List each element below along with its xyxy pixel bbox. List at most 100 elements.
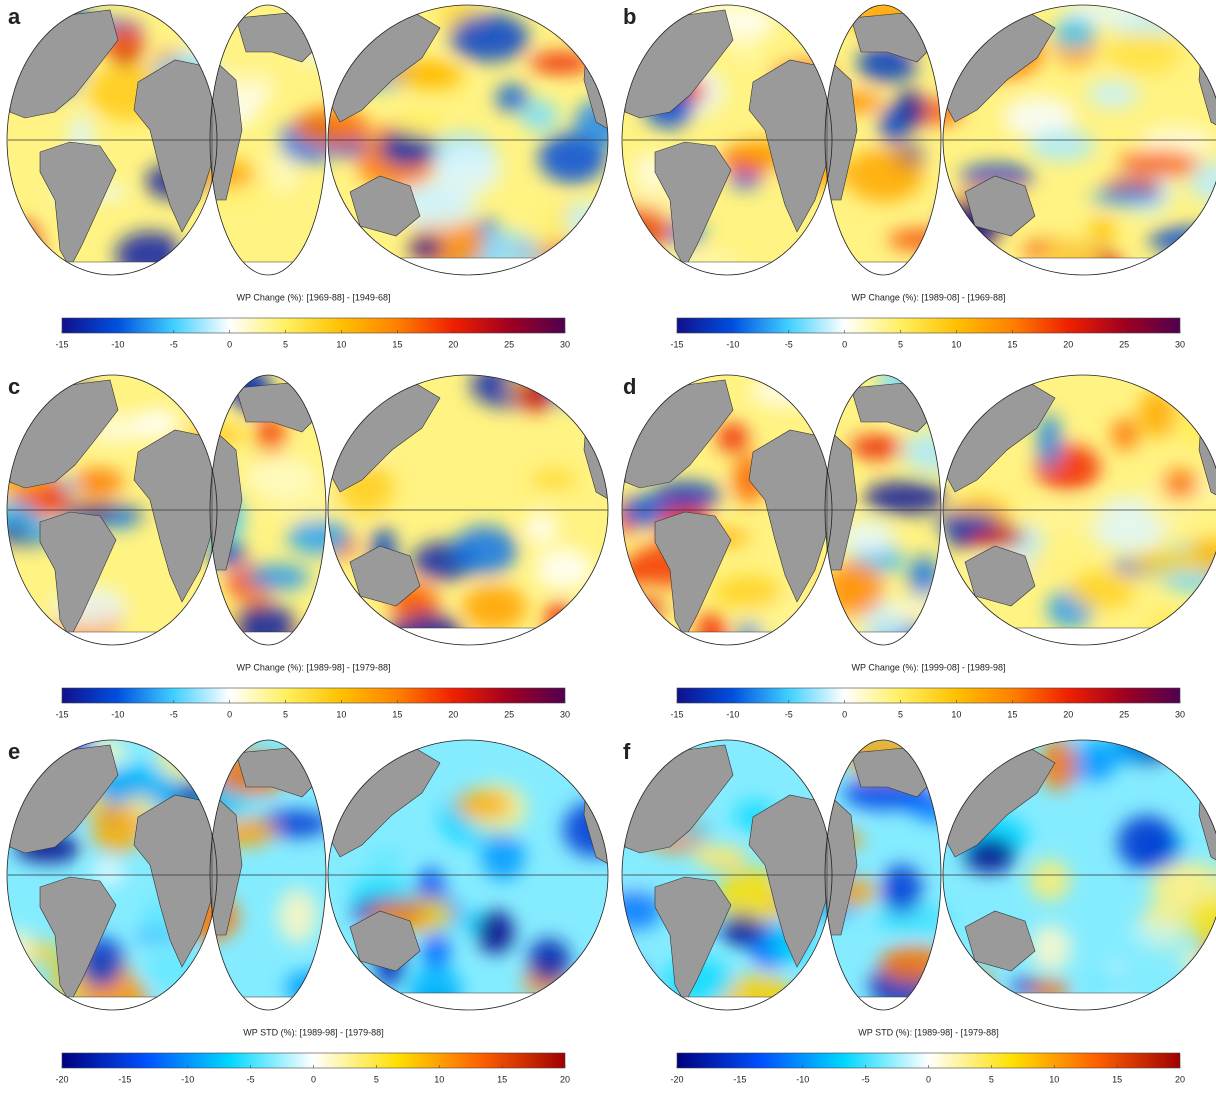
land [239,631,301,645]
field-patch [570,246,608,275]
land [854,996,916,1010]
field-patch [1028,859,1071,902]
colorbar-tick-label: 15 [1112,1074,1122,1084]
colorbar-tick-label: 20 [448,709,458,719]
colorbar-tick-label: -15 [733,1074,746,1084]
colorbar-title: WP STD (%): [1989-98] - [1979-88] [243,1027,383,1037]
colorbar-tick-label: -10 [796,1074,809,1084]
colorbar-tick-label: -10 [726,339,739,349]
panel-label: d [623,374,636,399]
colorbar-tick-label: -10 [111,339,124,349]
panel: e WP STD (%): [1989-98] - [1979-88] -20 -15… [6,739,609,1084]
field-patch [481,833,525,881]
field-patch [1106,32,1181,75]
land [39,511,117,639]
field-patch [520,99,559,132]
field-patch [454,790,512,819]
field-patch [92,859,125,886]
colorbar-tick-label: 5 [283,339,288,349]
field-patch [449,13,529,62]
field-patch [729,170,761,189]
field-patch [1003,96,1076,139]
colorbar-tick-label: 15 [392,339,402,349]
colorbar-tick-label: 25 [1119,339,1129,349]
land [59,261,171,275]
colorbar-tick-label: 0 [926,1074,931,1084]
colorbar-tick-label: 0 [842,709,847,719]
field-patch [1207,626,1216,645]
field-patch [422,930,451,975]
land [239,261,301,275]
field-patch [691,845,748,868]
land [654,141,732,269]
colorbar-title: WP STD (%): [1989-98] - [1979-88] [858,1027,998,1037]
field-patch [1037,413,1062,469]
land [239,996,301,1010]
field-patch [527,206,572,250]
colorbar-tick-label: 5 [898,339,903,349]
colorbar-tick-label: 25 [504,709,514,719]
land [674,996,786,1010]
field-patch [1029,924,1072,971]
panel-label: f [623,739,631,764]
field-patch [1024,502,1108,529]
colorbar-tick-label: -5 [862,1074,870,1084]
colorbar-tick-label: 0 [311,1074,316,1084]
map [7,740,608,1010]
colorbar-tick-label: -5 [170,339,178,349]
field-patch [716,423,749,453]
field-patch [849,434,904,460]
panel-label: a [8,4,21,29]
field-patch [1186,897,1216,945]
colorbar-tick-label: 15 [497,1074,507,1084]
field-patch [928,751,984,793]
field-patch [962,836,1017,873]
colorbar-tick-label: 30 [560,709,570,719]
colorbar-tick-label: 0 [227,339,232,349]
field-patch [1162,468,1198,500]
land [39,141,117,269]
colorbar-tick-label: 25 [1119,709,1129,719]
field-patch [368,848,404,869]
colorbar [676,687,1181,704]
colorbar-tick-label: 30 [560,339,570,349]
colorbar-tick-label: -5 [785,709,793,719]
field-patch [622,598,667,618]
colorbar-tick-label: -20 [670,1074,683,1084]
field-patch [952,253,996,271]
colorbar-tick-label: -5 [170,709,178,719]
field-patch [233,603,298,645]
field-patch [1174,397,1213,447]
colorbar-tick-label: 25 [504,339,514,349]
field-patch [538,132,607,184]
field-patch [1111,418,1139,451]
field-patch [433,143,501,196]
land [854,261,916,275]
field-patch [753,33,824,62]
field-patch [558,993,608,1010]
field-patch [622,888,663,931]
colorbar-tick-label: 10 [951,339,961,349]
colorbar-tick-label: -10 [111,709,124,719]
field-patch [622,775,643,804]
field-patch [1128,549,1207,575]
land [674,261,786,275]
colorbar-title: WP Change (%): [1999-08] - [1989-98] [852,662,1006,672]
field-patch [530,470,578,488]
field-patch [408,235,443,261]
colorbar [61,317,566,334]
colorbar-tick-label: -5 [247,1074,255,1084]
field-patch [1053,17,1096,50]
land [654,511,732,639]
panel: b WP Change (%): [1989-08] - [1969-88] -15… [621,4,1216,349]
colorbar-tick-label: 0 [842,339,847,349]
field-patch [292,968,362,1010]
map [622,5,1216,275]
field-patch [524,511,559,545]
field-patch [720,913,764,947]
colorbar-tick-label: -5 [785,339,793,349]
field-patch [1147,609,1184,645]
colorbar-title: WP Change (%): [1989-98] - [1979-88] [237,662,391,672]
field-patch [529,52,593,74]
